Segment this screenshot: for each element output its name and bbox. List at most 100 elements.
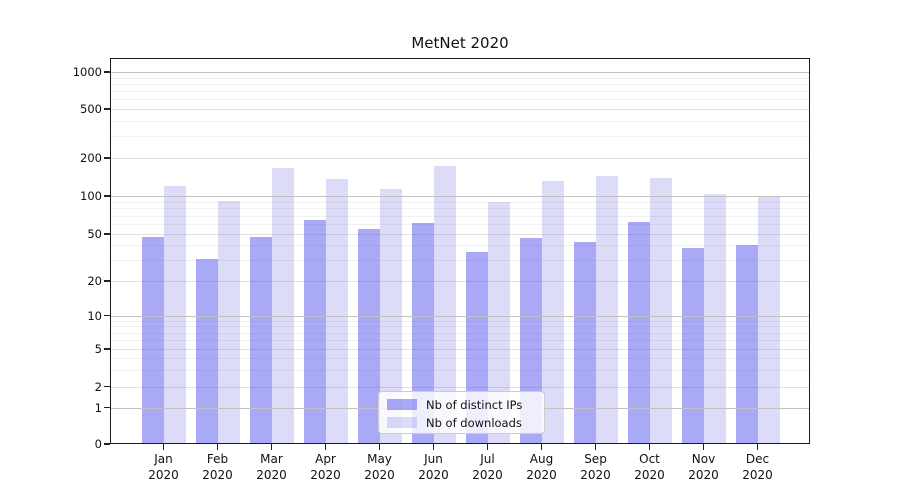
bar-downloads-mar [271,167,294,444]
x-tick-may [378,444,381,450]
gridline-3 [110,369,810,371]
x-tick-label-oct: Oct 2020 [634,452,665,482]
gridline-9 [110,320,810,322]
x-tick-nov [702,444,705,450]
y-tick-label-100: 100 [80,189,102,203]
legend-label-downloads: Nb of downloads [426,415,522,430]
legend-item-distinct-ips: Nb of distinct IPs [379,397,544,412]
x-tick-label-jun: Jun 2020 [418,452,449,482]
y-tick-1 [104,406,110,409]
bar-downloads-sep [595,176,618,444]
bar-distinct-ips-jan [141,237,164,444]
bar-distinct-ips-apr [303,220,326,444]
y-tick-label-10: 10 [87,308,102,323]
bar-distinct-ips-sep [573,241,596,444]
x-tick-label-mar: Mar 2020 [256,452,287,482]
gridline-300 [110,136,810,138]
bar-downloads-oct [649,177,672,444]
x-tick-label-jul: Jul 2020 [472,452,503,482]
gridline-8 [110,326,810,328]
y-tick-500 [104,108,110,110]
x-tick-jul [486,444,489,450]
y-tick-100 [104,195,110,197]
bar-downloads-jan [163,186,186,444]
x-tick-apr [324,444,327,450]
bar-downloads-nov [703,194,726,444]
gridline-500 [110,109,810,110]
gridline-1000 [110,72,810,74]
y-tick-0 [104,443,110,445]
y-tick-label-1: 1 [94,400,102,415]
gridline-700 [110,91,810,93]
gridline-10 [110,315,810,317]
gridline-90 [110,201,810,203]
gridline-20 [110,281,810,282]
x-tick-label-dec: Dec 2020 [742,452,773,482]
bar-downloads-jun [433,166,456,444]
y-tick-200 [104,157,110,159]
legend: Nb of distinct IPs Nb of downloads [378,391,545,434]
bar-downloads-apr [325,179,348,444]
gridline-40 [110,245,810,247]
gridline-2 [110,386,810,388]
x-tick-aug [540,444,543,450]
gridline-60 [110,224,810,225]
gridline-30 [110,260,810,262]
x-tick-dec [756,444,759,450]
gridline-5 [110,349,810,350]
y-tick-label-20: 20 [87,274,102,288]
gridline-6 [110,340,810,342]
legend-swatch-downloads [387,417,417,428]
x-tick-feb [216,444,219,450]
bar-distinct-ips-oct [627,222,650,444]
y-tick-label-200: 200 [80,151,102,165]
gridline-600 [110,99,810,101]
x-tick-label-nov: Nov 2020 [688,452,719,482]
gridline-800 [110,83,810,85]
y-tick-20 [104,280,110,282]
legend-swatch-distinct-ips [387,399,417,410]
gridline-80 [110,208,810,210]
x-tick-jan [162,444,165,450]
x-tick-label-jan: Jan 2020 [148,452,179,482]
y-tick-1000 [104,71,110,73]
y-tick-label-1000: 1000 [72,65,102,79]
x-tick-sep [594,444,597,450]
bar-downloads-aug [541,180,564,444]
legend-label-distinct-ips: Nb of distinct IPs [426,397,523,412]
y-tick-label-0: 0 [94,437,102,451]
gridline-50 [110,234,810,235]
x-tick-label-feb: Feb 2020 [202,452,233,482]
x-tick-label-aug: Aug 2020 [526,452,557,482]
bar-downloads-jul [487,201,510,444]
x-tick-label-apr: Apr 2020 [310,452,341,482]
y-tick-5 [104,348,110,350]
bar-distinct-ips-nov [681,248,704,444]
plot-area [110,58,810,444]
bar-downloads-dec [757,196,780,444]
bar-distinct-ips-dec [735,245,758,444]
x-tick-jun [432,444,435,450]
bar-distinct-ips-feb [195,258,218,444]
bar-distinct-ips-jun [411,223,434,444]
gridline-7 [110,332,810,334]
y-tick-label-500: 500 [80,102,102,116]
gridline-4 [110,358,810,360]
x-tick-mar [270,444,273,450]
x-tick-label-sep: Sep 2020 [580,452,611,482]
bar-downloads-feb [217,200,240,444]
y-tick-label-2: 2 [94,379,102,394]
x-tick-oct [648,444,651,450]
y-tick-50 [104,233,110,235]
legend-item-downloads: Nb of downloads [379,415,544,430]
gridline-400 [110,120,810,122]
gridline-70 [110,215,810,217]
bar-distinct-ips-mar [249,237,272,444]
y-tick-label-50: 50 [87,227,102,241]
chart-title: MetNet 2020 [411,34,509,52]
x-tick-label-may: May 2020 [364,452,395,482]
bar-distinct-ips-may [357,228,380,444]
y-tick-10 [104,314,110,317]
gridline-900 [110,77,810,79]
